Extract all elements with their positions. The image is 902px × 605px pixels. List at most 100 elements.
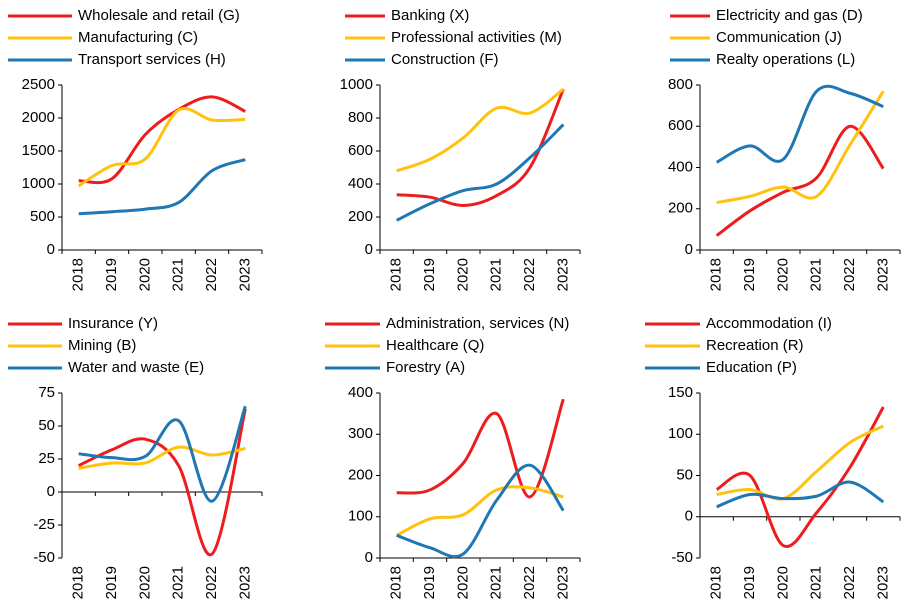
series-line	[716, 480, 885, 509]
x-tick-label: 2019	[103, 566, 120, 599]
y-tick-label: 0	[47, 483, 55, 500]
y-tick-label: 25	[38, 450, 55, 467]
legend-label: Realty operations (L)	[716, 51, 855, 68]
x-tick-label: 2022	[841, 566, 858, 599]
x-tick-label: 2022	[521, 258, 538, 291]
legend-label: Accommodation (I)	[706, 315, 832, 332]
series-line	[396, 123, 565, 222]
series-line	[715, 406, 885, 548]
x-tick-label: 2021	[808, 258, 825, 291]
x-tick-label: 2021	[808, 566, 825, 599]
x-tick-label: 2018	[388, 258, 405, 291]
x-tick-label: 2022	[203, 566, 220, 599]
y-tick-label: -50	[671, 549, 693, 566]
y-tick-label: 600	[348, 142, 373, 159]
y-tick-label: 300	[348, 425, 373, 442]
y-tick-label: 2500	[22, 76, 55, 93]
legend-label: Communication (J)	[716, 29, 842, 46]
series-line	[395, 485, 564, 537]
legend-label: Education (P)	[706, 359, 797, 376]
series-line	[78, 445, 246, 470]
x-tick-label: 2023	[236, 566, 253, 599]
y-tick-label: 800	[668, 76, 693, 93]
series-line	[78, 405, 247, 503]
y-tick-label: -25	[33, 516, 55, 533]
x-tick-label: 2022	[841, 258, 858, 291]
legend-label: Professional activities (M)	[391, 29, 562, 46]
series-line	[716, 424, 884, 501]
x-tick-label: 2020	[136, 258, 153, 291]
y-tick-label: 500	[30, 208, 55, 225]
legend-label: Mining (B)	[68, 337, 136, 354]
legend-label: Recreation (R)	[706, 337, 804, 354]
x-tick-label: 2023	[874, 258, 891, 291]
series-line	[77, 107, 246, 188]
series-line	[396, 463, 565, 559]
y-tick-label: -50	[33, 549, 55, 566]
x-tick-label: 2018	[70, 566, 87, 599]
y-tick-label: 400	[348, 384, 373, 401]
x-tick-label: 2023	[554, 258, 571, 291]
x-tick-label: 2023	[554, 566, 571, 599]
x-tick-label: 2019	[421, 566, 438, 599]
legend-label: Water and waste (E)	[68, 359, 204, 376]
y-tick-label: 0	[365, 549, 373, 566]
x-tick-label: 2018	[708, 566, 725, 599]
y-tick-label: 75	[38, 384, 55, 401]
legend-label: Forestry (A)	[386, 359, 465, 376]
series-line	[396, 87, 565, 173]
y-tick-label: 400	[348, 175, 373, 192]
legend-label: Electricity and gas (D)	[716, 7, 863, 24]
legend-label: Manufacturing (C)	[78, 29, 198, 46]
x-tick-label: 2018	[388, 566, 405, 599]
series-line	[716, 90, 885, 205]
y-tick-label: 1500	[22, 142, 55, 159]
legend-label: Banking (X)	[391, 7, 469, 24]
y-tick-label: 2000	[22, 109, 55, 126]
x-tick-label: 2019	[421, 258, 438, 291]
x-tick-label: 2023	[236, 258, 253, 291]
y-tick-label: 600	[668, 117, 693, 134]
y-tick-label: 200	[668, 200, 693, 217]
legend-label: Wholesale and retail (G)	[78, 7, 240, 24]
x-tick-label: 2019	[103, 258, 120, 291]
x-tick-label: 2021	[488, 258, 505, 291]
y-tick-label: 100	[348, 508, 373, 525]
x-tick-label: 2021	[170, 566, 187, 599]
x-tick-label: 2019	[741, 566, 758, 599]
y-tick-label: 1000	[22, 175, 55, 192]
x-tick-label: 2021	[488, 566, 505, 599]
series-line	[78, 95, 246, 185]
legend-label: Insurance (Y)	[68, 315, 158, 332]
x-tick-label: 2022	[521, 566, 538, 599]
y-tick-label: 150	[668, 384, 693, 401]
y-tick-label: 0	[365, 241, 373, 258]
legend-label: Healthcare (Q)	[386, 337, 484, 354]
series-line	[78, 158, 246, 216]
y-tick-label: 0	[685, 508, 693, 525]
x-tick-label: 2023	[874, 566, 891, 599]
legend-label: Transport services (H)	[78, 51, 226, 68]
y-tick-label: 0	[685, 241, 693, 258]
x-tick-label: 2020	[136, 566, 153, 599]
series-line	[715, 124, 885, 237]
series-line	[715, 84, 884, 164]
legend-label: Administration, services (N)	[386, 315, 569, 332]
x-tick-label: 2018	[708, 258, 725, 291]
y-tick-label: 200	[348, 208, 373, 225]
series-line	[396, 398, 565, 499]
y-tick-label: 400	[668, 158, 693, 175]
x-tick-label: 2019	[741, 258, 758, 291]
x-tick-label: 2020	[454, 258, 471, 291]
x-tick-label: 2020	[774, 566, 791, 599]
x-tick-label: 2020	[774, 258, 791, 291]
series-line	[78, 408, 247, 557]
x-tick-label: 2021	[170, 258, 187, 291]
x-tick-label: 2020	[454, 566, 471, 599]
y-tick-label: 200	[348, 466, 373, 483]
y-tick-label: 800	[348, 109, 373, 126]
y-tick-label: 100	[668, 425, 693, 442]
y-tick-label: 50	[38, 417, 55, 434]
y-tick-label: 0	[47, 241, 55, 258]
